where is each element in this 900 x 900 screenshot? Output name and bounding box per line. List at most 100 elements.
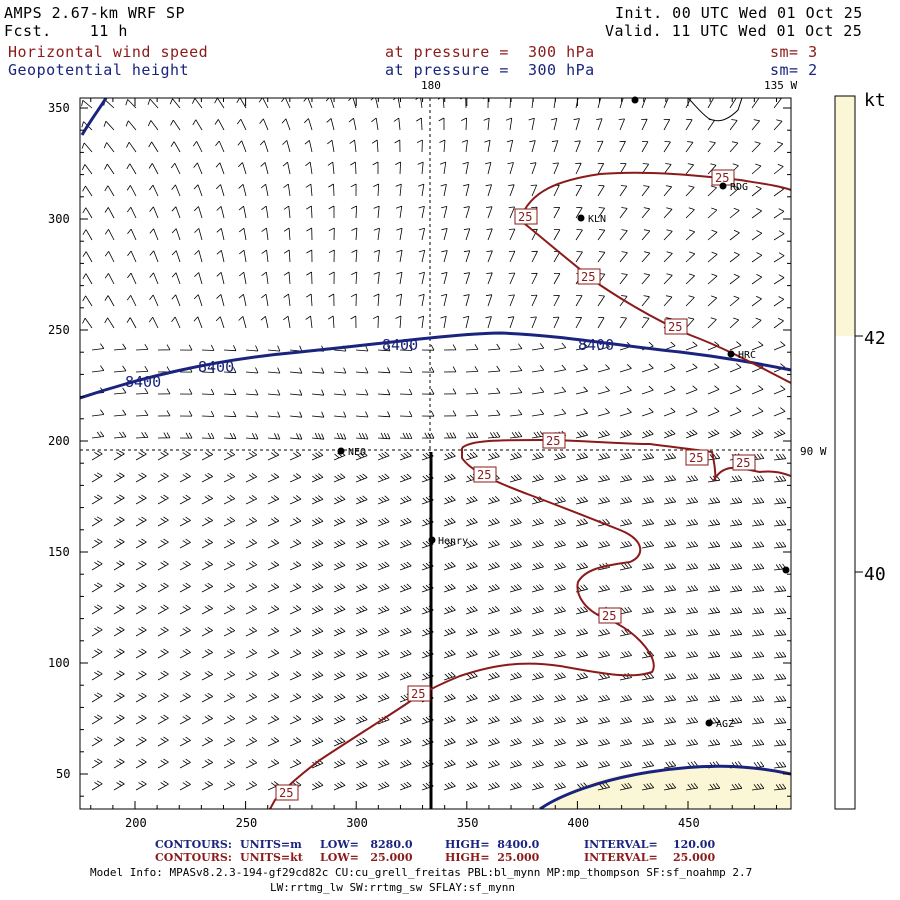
wind-barb <box>82 185 93 197</box>
wind-barb <box>91 450 103 461</box>
wind-barb <box>461 139 468 153</box>
wind-barb <box>171 184 181 197</box>
wind-barb <box>487 343 501 351</box>
wind-barb <box>484 162 492 175</box>
wind-barb <box>509 496 522 505</box>
wind-barb <box>531 650 544 659</box>
wind-barb <box>707 229 718 241</box>
speed-label: 25 <box>715 171 729 185</box>
wind-barb <box>82 229 93 241</box>
wind-barb <box>440 206 448 219</box>
wind-barb <box>573 118 580 131</box>
wind-barb <box>201 604 213 615</box>
wind-barb <box>487 760 500 769</box>
height-label: 8400 <box>382 336 418 354</box>
wind-barb <box>399 781 412 791</box>
wind-barb <box>597 474 610 483</box>
wind-barb <box>685 207 695 219</box>
wind-barb <box>113 494 125 505</box>
wind-barb <box>148 316 159 329</box>
wind-barb <box>443 388 457 395</box>
wind-barb <box>707 519 721 527</box>
wind-barb <box>597 295 605 307</box>
wind-barb <box>283 205 291 219</box>
wind-barb <box>707 783 721 791</box>
height-contour-corner <box>80 98 108 136</box>
wind-barb <box>377 517 390 527</box>
wind-barb <box>267 605 280 615</box>
wind-barb <box>553 562 566 571</box>
wind-barb <box>707 695 721 703</box>
wind-barb <box>289 693 302 703</box>
wind-barb <box>487 628 500 637</box>
wind-barb <box>113 582 125 593</box>
speed-contour-loop <box>269 448 655 809</box>
wind-barb <box>729 429 742 439</box>
wind-barb <box>157 560 169 571</box>
wind-barb <box>597 386 610 395</box>
wind-barb <box>245 626 258 637</box>
wind-barb <box>350 161 357 175</box>
wind-barb <box>238 316 247 329</box>
wind-barb <box>355 737 368 747</box>
wind-barb <box>773 651 787 659</box>
wind-barb <box>373 183 380 197</box>
x-tick-label: 400 <box>567 816 589 830</box>
wind-barb <box>305 315 313 329</box>
contour2-low: LOW= 25.000 <box>320 851 413 864</box>
wind-barb <box>619 738 633 747</box>
wind-barb <box>267 671 280 681</box>
wind-barb <box>306 249 313 263</box>
wind-barb <box>487 431 501 439</box>
field2-level: at pressure = 300 hPa <box>385 61 595 79</box>
wind-barb <box>91 472 103 483</box>
wind-barb <box>443 517 456 527</box>
wind-barb <box>575 518 588 527</box>
wind-barb <box>157 472 169 483</box>
wind-barb <box>267 495 280 505</box>
wind-barb <box>751 497 765 505</box>
wind-barb <box>751 519 765 527</box>
wind-barb <box>113 736 125 747</box>
wind-barb <box>751 607 765 615</box>
wind-barb <box>373 205 380 219</box>
wind-barb <box>245 780 258 791</box>
wind-barb <box>395 161 401 175</box>
wind-barb <box>619 562 633 571</box>
wind-barb <box>245 582 258 593</box>
wind-barb <box>531 716 544 725</box>
wind-barb <box>707 717 721 725</box>
wind-barb <box>707 429 720 439</box>
wind-barb <box>91 758 103 769</box>
speed-label: 25 <box>581 270 595 284</box>
wind-barb <box>443 344 457 351</box>
wind-barb <box>465 451 478 461</box>
wind-barb <box>707 185 717 197</box>
wind-barb <box>619 694 633 703</box>
wind-barb <box>509 716 522 725</box>
wind-barb <box>462 315 470 329</box>
wind-barb <box>641 584 655 593</box>
wind-barb <box>179 582 191 593</box>
wind-barb <box>641 363 654 373</box>
wind-barb <box>463 206 470 219</box>
wind-barb <box>267 433 281 440</box>
wind-barb <box>463 272 471 285</box>
wind-barb <box>418 227 425 241</box>
wind-barb <box>465 410 479 417</box>
wind-barb <box>416 139 423 153</box>
wind-barb <box>685 229 695 241</box>
wind-barb <box>663 363 676 373</box>
wind-barb <box>135 516 147 527</box>
wind-barb <box>201 560 213 571</box>
wind-barb <box>707 207 718 219</box>
wind-barb <box>641 694 655 703</box>
wind-barb <box>214 98 225 109</box>
wind-barb <box>373 293 380 307</box>
wind-barb <box>685 629 699 637</box>
wind-barb <box>531 738 544 747</box>
wind-barb <box>245 516 258 527</box>
wind-barb <box>597 672 610 681</box>
wind-barb <box>371 117 379 131</box>
wind-barb <box>113 431 127 439</box>
